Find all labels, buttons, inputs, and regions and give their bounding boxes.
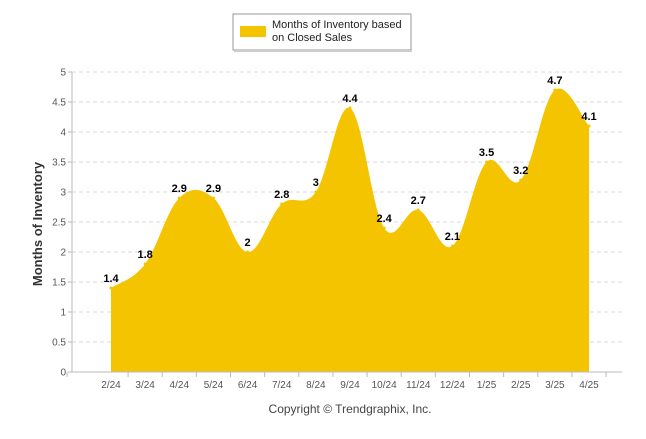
- x-tick-label: 10/24: [372, 380, 397, 391]
- data-label: 4.1: [581, 111, 596, 123]
- x-tick-label: 6/24: [238, 380, 258, 391]
- y-tick-label: 2: [60, 248, 66, 259]
- data-point: [348, 106, 352, 110]
- y-tick-label: 5: [60, 68, 66, 79]
- x-tick-label: 2/25: [511, 380, 531, 391]
- x-tick-label: 1/25: [477, 380, 497, 391]
- y-tick-label: 0.5: [52, 338, 66, 349]
- data-label: 3.2: [513, 165, 528, 177]
- data-label: 2.4: [376, 213, 392, 225]
- y-tick-label: 0: [60, 368, 66, 379]
- data-point: [177, 196, 181, 200]
- y-tick-label: 1.5: [52, 278, 66, 289]
- legend-label-line1: Months of Inventory based: [272, 19, 402, 31]
- data-point: [211, 196, 215, 200]
- y-tick-label: 1: [60, 308, 66, 319]
- data-label: 2: [245, 237, 251, 249]
- axes: 0 0.5 1 1.5 2 2.5 3 3.5 4 4.5 5 2/24 3/24 4/24 5/24 6/2…: [52, 68, 622, 391]
- area-series: [109, 88, 591, 372]
- y-tick-label: 4: [60, 128, 66, 139]
- data-point: [143, 262, 147, 266]
- data-label: 4.7: [547, 75, 562, 87]
- data-point: [450, 244, 454, 248]
- x-tick-label: 9/24: [340, 380, 360, 391]
- area-fill: [111, 88, 589, 372]
- x-tick-label: 3/24: [135, 380, 155, 391]
- data-point: [314, 190, 318, 194]
- data-point: [109, 286, 113, 290]
- data-point: [553, 88, 557, 92]
- data-label: 2.1: [445, 231, 460, 243]
- data-labels: 1.4 1.8 2.9 2.9 2 2.8 3 4.4 2.4 2.7 2.1 3.5 3.2 4.7 4.…: [103, 75, 596, 285]
- data-point: [519, 178, 523, 182]
- data-label: 2.9: [172, 183, 187, 195]
- x-tick-label: 4/25: [579, 380, 599, 391]
- y-tick-label: 4.5: [52, 98, 66, 109]
- data-point: [382, 226, 386, 230]
- data-label: 1.8: [137, 249, 152, 261]
- legend-swatch: [240, 26, 266, 37]
- x-tick-label: 7/24: [272, 380, 292, 391]
- x-tick-label: 12/24: [440, 380, 465, 391]
- data-label: 2.8: [274, 189, 289, 201]
- x-tick-label: 11/24: [406, 380, 431, 391]
- legend-label-line2: on Closed Sales: [272, 32, 353, 44]
- data-label: 2.7: [411, 195, 426, 207]
- x-tick-label: 5/24: [204, 380, 224, 391]
- x-tick-label: 2/24: [101, 380, 121, 391]
- x-tick-label: 8/24: [306, 380, 326, 391]
- data-point: [587, 124, 591, 128]
- copyright-credit: Copyright © Trendgraphix, Inc.: [269, 402, 432, 416]
- y-tick-label: 2.5: [52, 218, 66, 229]
- y-tick-label: 3.5: [52, 158, 66, 169]
- data-label: 1.4: [103, 273, 119, 285]
- data-label: 3.5: [479, 147, 494, 159]
- data-point: [416, 208, 420, 212]
- data-point: [280, 202, 284, 206]
- data-point: [485, 160, 489, 164]
- x-tick-label: 4/24: [170, 380, 190, 391]
- y-tick-label: 3: [60, 188, 66, 199]
- y-axis-title: Months of Inventory: [30, 161, 45, 286]
- data-label: 3: [313, 177, 319, 189]
- x-tick-label: 3/25: [545, 380, 565, 391]
- data-label: 2.9: [206, 183, 221, 195]
- legend: Months of Inventory based on Closed Sale…: [232, 13, 412, 52]
- data-point: [246, 250, 250, 254]
- data-label: 4.4: [342, 93, 358, 105]
